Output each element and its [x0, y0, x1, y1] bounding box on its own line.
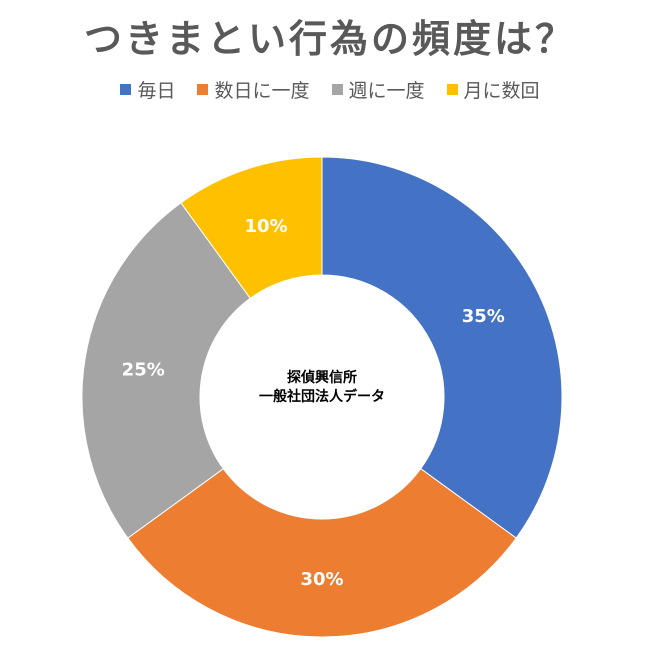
data-label-every-few-days: 30% — [300, 569, 343, 590]
legend-item-monthly: 月に数回 — [446, 76, 540, 103]
slice-every-few-days — [127, 468, 517, 638]
legend-item-every-few-days: 数日に一度 — [197, 76, 310, 103]
legend-swatch-daily — [120, 84, 132, 95]
slice-weekly — [81, 202, 251, 539]
chart-title: つきまとい行為の頻度は？ — [83, 17, 576, 61]
slice-monthly — [180, 156, 323, 299]
center-text-line-1: 探偵興信所 — [287, 369, 357, 386]
center-text-line-2: 一般社団法人データ — [259, 388, 385, 405]
chart-legend: 毎日 数日に一度 週に一度 月に数回 — [0, 76, 660, 103]
donut-slices — [81, 156, 563, 638]
legend-label-every-few-days: 数日に一度 — [214, 80, 310, 102]
legend-swatch-monthly — [446, 84, 458, 95]
data-label-weekly: 25% — [122, 360, 165, 381]
legend-item-weekly: 週に一度 — [331, 76, 425, 103]
data-label-monthly: 10% — [245, 216, 288, 237]
legend-label-daily: 毎日 — [137, 80, 176, 102]
legend-label-weekly: 週に一度 — [348, 80, 425, 102]
legend-swatch-every-few-days — [197, 84, 209, 95]
donut-data-labels: 35% 30% 25% 10% — [122, 216, 505, 590]
legend-item-daily: 毎日 — [120, 76, 175, 103]
legend-swatch-weekly — [331, 84, 343, 95]
data-label-daily: 35% — [462, 306, 505, 327]
legend-label-monthly: 月に数回 — [463, 80, 540, 102]
slice-daily — [321, 156, 563, 539]
